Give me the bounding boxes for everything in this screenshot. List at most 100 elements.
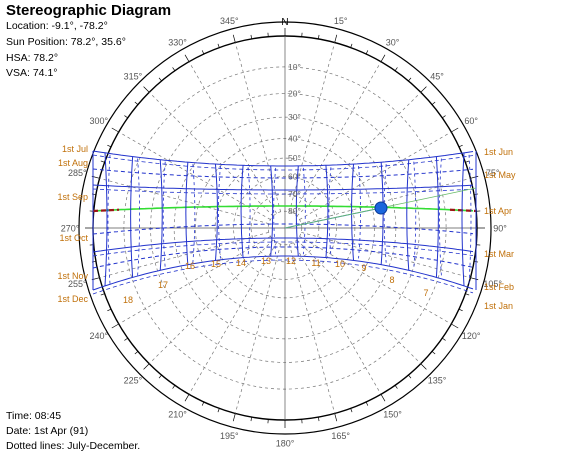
hour-line [295, 165, 299, 257]
month-label-left: 1st Sep [57, 192, 88, 202]
vsa-readout: VSA: 74.1° [6, 67, 58, 79]
sun-path-line [92, 237, 474, 253]
azimuth-tick [217, 408, 220, 413]
sun-path-line [92, 241, 474, 257]
hour-line-dotted [218, 166, 221, 259]
hour-label: 13 [261, 256, 271, 266]
month-label-right: 1st Jan [484, 301, 513, 311]
sun-path-line [92, 188, 474, 195]
azimuth-line [293, 242, 382, 395]
hour-line-dotted [137, 158, 140, 276]
azimuth-tick [317, 34, 320, 39]
hour-line [325, 165, 329, 258]
hour-line-dotted [468, 154, 472, 284]
azimuth-label: 75° [486, 168, 500, 178]
azimuth-label: 15° [334, 16, 348, 26]
hour-label: 15 [211, 259, 221, 269]
azimuth-tick [143, 86, 150, 93]
azimuth-tick [250, 417, 253, 422]
azimuth-line [299, 236, 452, 325]
outer-ring [78, 21, 492, 435]
equinox-path [92, 205, 474, 212]
azimuth-tick [470, 175, 479, 179]
hour-label: 16 [185, 261, 195, 271]
azimuth-tick [451, 127, 459, 133]
azimuth-tick [408, 77, 412, 82]
hour-line [240, 165, 244, 258]
azimuth-tick [470, 277, 479, 281]
hour-line-dotted [247, 167, 251, 256]
sun-marker[interactable] [374, 201, 388, 215]
hour-line [104, 152, 108, 286]
altitude-label: 70° [288, 189, 301, 199]
altitude-label: 60° [288, 172, 301, 182]
azimuth-line [188, 242, 277, 395]
north-label: N [281, 17, 288, 28]
date-readout: Date: 1st Apr (91) [6, 425, 89, 437]
azimuth-label: 60° [464, 116, 478, 126]
azimuth-line [188, 61, 277, 214]
azimuth-label: 120° [462, 331, 481, 341]
azimuth-tick [172, 385, 176, 389]
azimuth-line [289, 244, 336, 414]
azimuth-tick [172, 67, 176, 71]
azimuth-tick [134, 101, 139, 105]
azimuth-tick [111, 127, 119, 133]
sun-path-line [92, 246, 474, 269]
azimuth-label: 255° [68, 279, 87, 289]
location-readout: Location: -9.1°, -78.2° [6, 20, 108, 32]
azimuth-tick [465, 293, 470, 296]
month-label-right: 1st May [484, 170, 516, 180]
azimuth-tick [232, 413, 236, 422]
azimuth-tick [124, 337, 128, 341]
hour-line-dotted [302, 167, 306, 255]
hour-line-dotted [192, 164, 196, 263]
legend-note: Dotted lines: July-December. [6, 440, 141, 452]
azimuth-line [234, 244, 281, 414]
azimuth-tick [100, 293, 105, 296]
hour-label: 17 [158, 280, 168, 290]
azimuth-tick [158, 374, 162, 379]
azimuth-line [293, 61, 382, 214]
azimuth-tick [458, 144, 463, 148]
azimuth-tick [107, 144, 112, 148]
azimuth-label: 150° [383, 410, 402, 420]
month-label-left: 1st Jul [62, 144, 88, 154]
sun-path-line [92, 255, 474, 291]
month-label-right: 1st Feb [484, 282, 514, 292]
hour-line [159, 159, 163, 271]
month-label-right: 1st Jun [484, 147, 513, 157]
hour-line-dotted [413, 161, 417, 269]
azimuth-tick [431, 101, 436, 105]
hour-label: 11 [311, 258, 320, 268]
azimuth-tick [334, 413, 338, 422]
hour-label: 9 [361, 263, 366, 273]
azimuth-tick [107, 308, 112, 312]
hour-line-dotted [273, 167, 277, 255]
azimuth-label: 180° [276, 439, 295, 449]
altitude-label: 50° [288, 153, 301, 163]
azimuth-tick [334, 34, 338, 43]
azimuth-line [296, 239, 422, 365]
month-label-left: 1st Nov [57, 271, 88, 281]
azimuth-tick [100, 160, 105, 163]
azimuth-tick [217, 43, 220, 48]
azimuth-tick [232, 34, 236, 43]
azimuth-tick [201, 401, 205, 406]
hour-line [435, 156, 439, 278]
sun-path-line [92, 150, 474, 167]
azimuth-tick [431, 351, 436, 355]
azimuth-tick [134, 351, 139, 355]
azimuth-tick [184, 54, 190, 62]
altitude-label: 20° [288, 89, 301, 99]
azimuth-tick [201, 50, 205, 55]
azimuth-line [234, 42, 281, 212]
azimuth-label: 270° [61, 224, 80, 234]
sun-position-readout: Sun Position: 78.2°, 35.6° [6, 36, 126, 48]
azimuth-label: 285° [68, 168, 87, 178]
azimuth-line [301, 232, 471, 279]
azimuth-label: 330° [168, 37, 187, 47]
hour-label: 10 [335, 259, 345, 269]
azimuth-label: 105° [483, 279, 502, 289]
